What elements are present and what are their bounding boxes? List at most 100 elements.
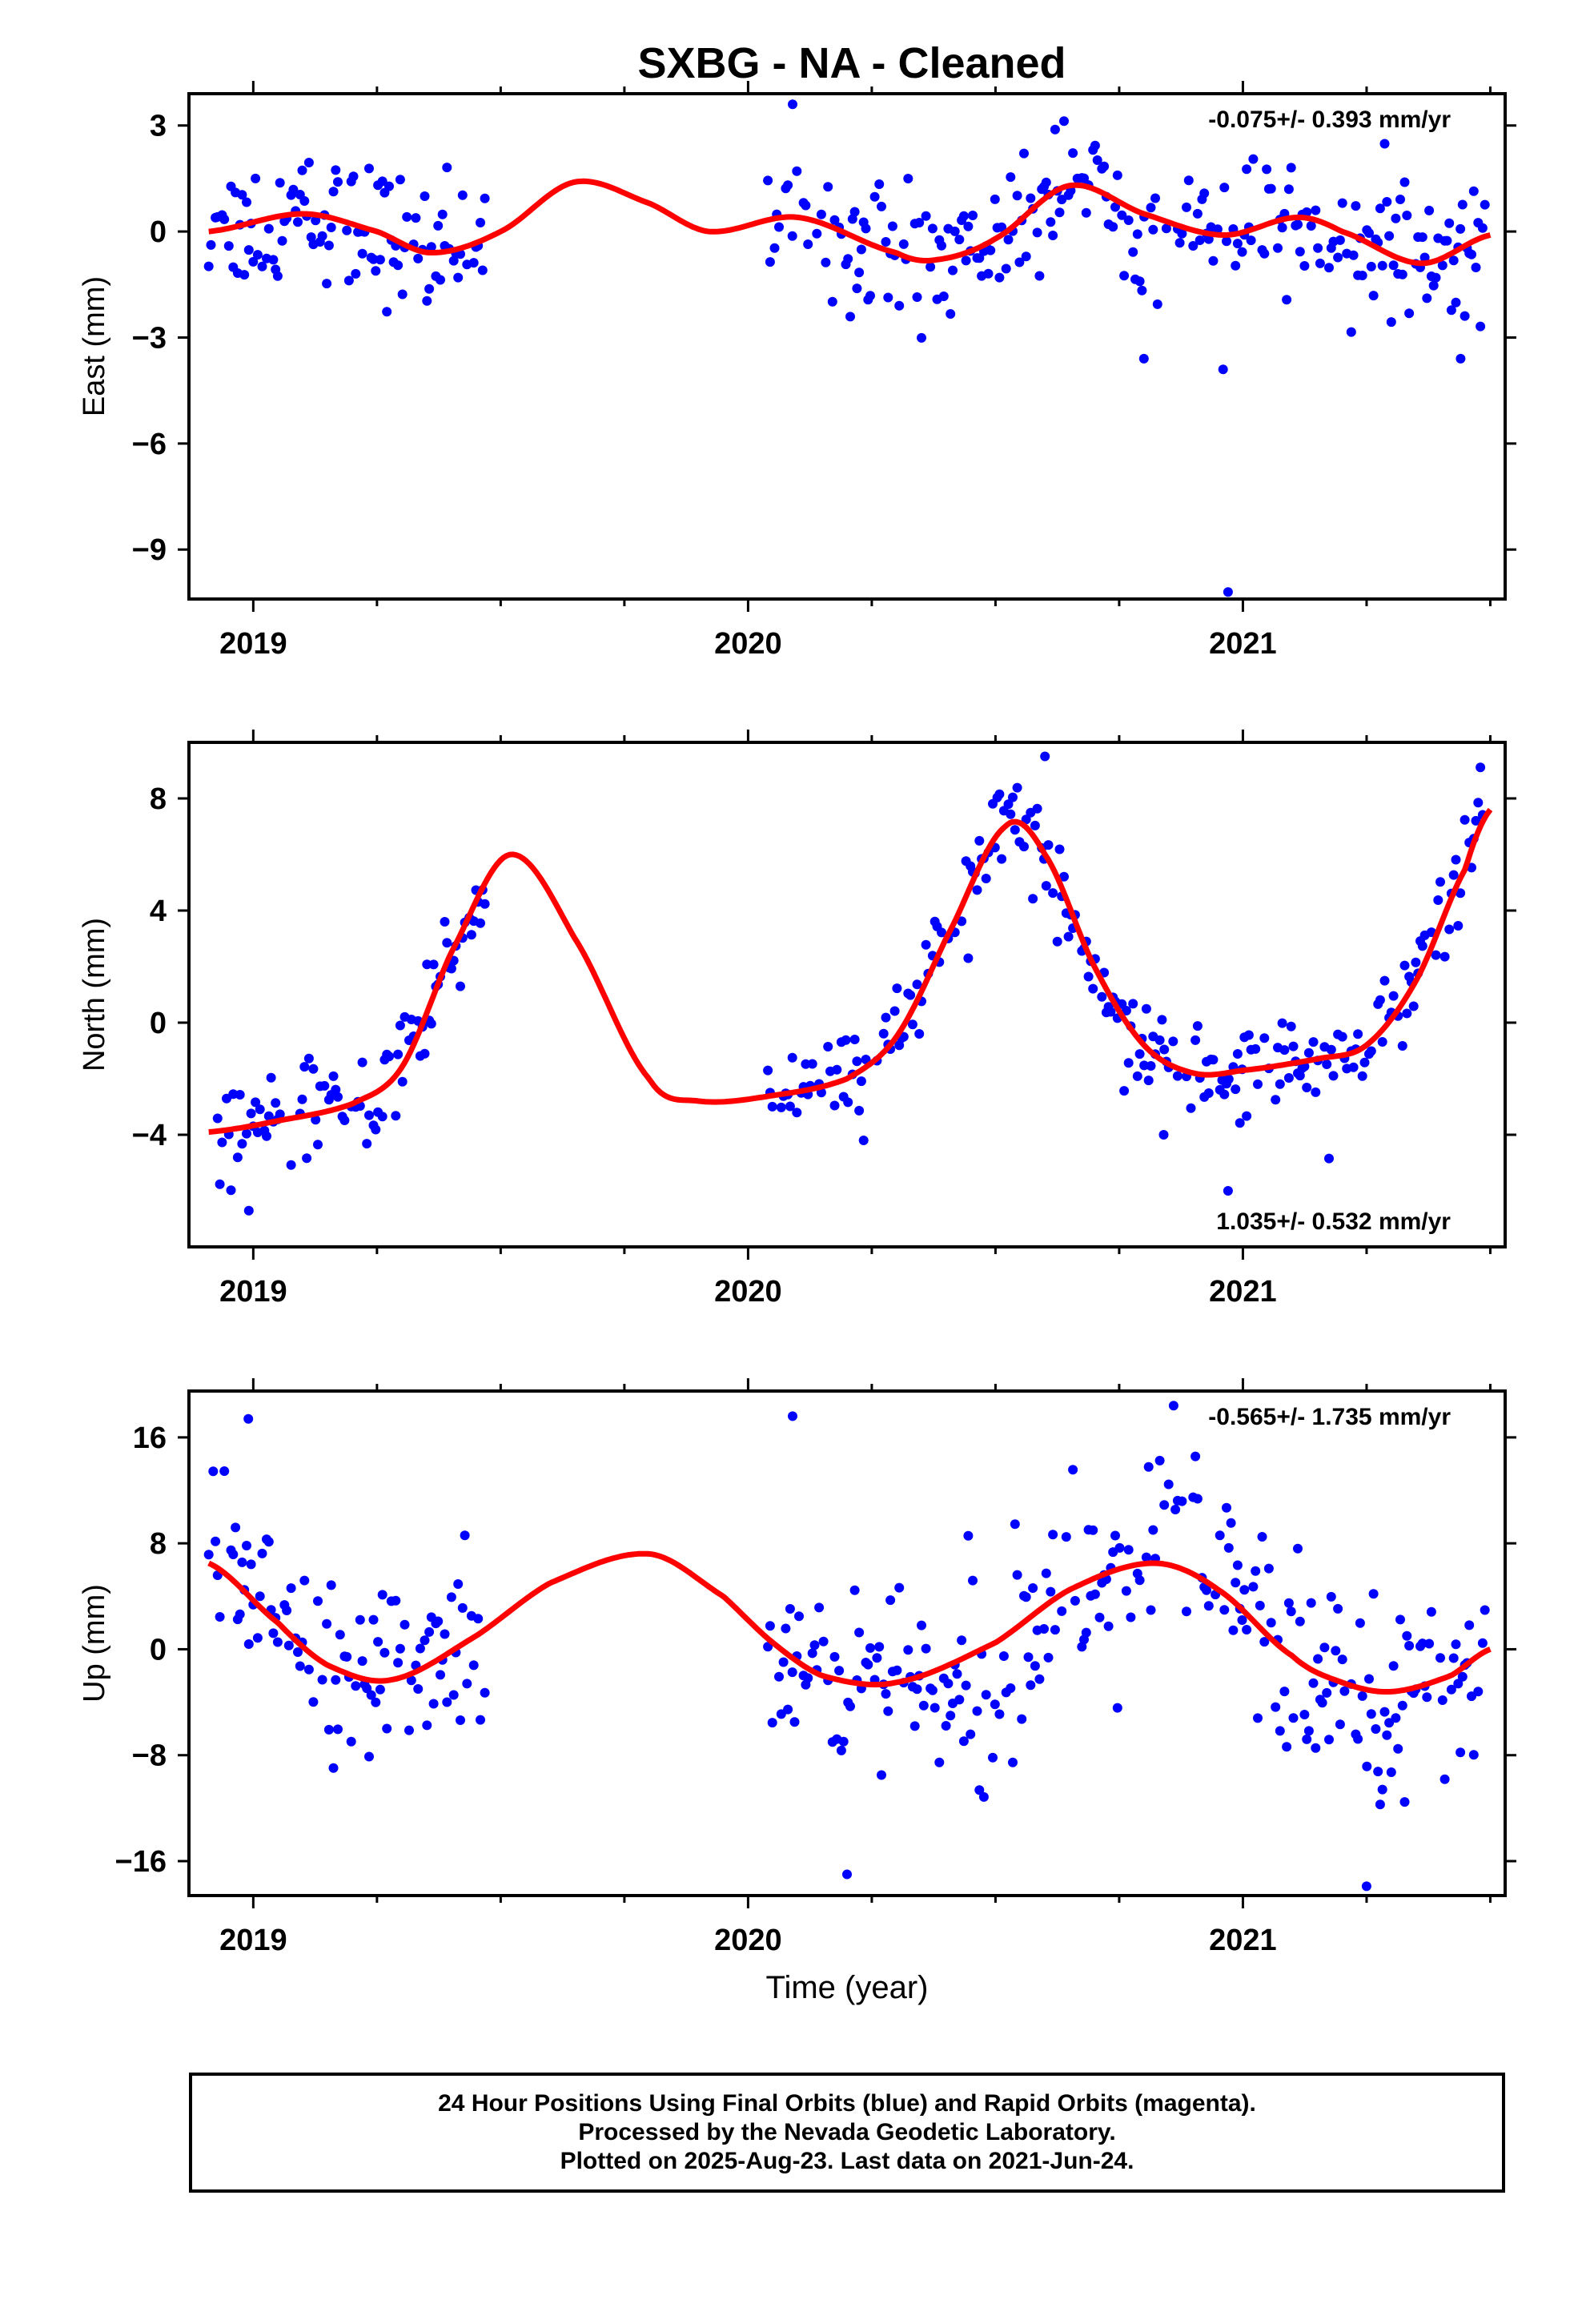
data-point: [351, 1681, 361, 1691]
data-point: [1328, 1071, 1339, 1081]
data-point: [1034, 1674, 1045, 1684]
data-point: [974, 1785, 985, 1795]
data-point: [1324, 263, 1334, 273]
data-point: [364, 1751, 374, 1762]
data-point: [938, 292, 949, 301]
data-point: [473, 1614, 484, 1624]
data-point: [1277, 223, 1287, 233]
data-point: [994, 1709, 1005, 1719]
data-point: [998, 1651, 1009, 1661]
data-point: [1468, 1750, 1479, 1760]
data-point: [912, 1684, 922, 1695]
outlier-point: [1223, 587, 1233, 597]
y-axis-label: East (mm): [78, 276, 111, 416]
data-point: [1379, 1707, 1390, 1717]
data-point: [1286, 1606, 1296, 1617]
data-point: [364, 1110, 374, 1120]
data-point: [845, 312, 855, 322]
data-point: [917, 332, 926, 343]
data-point: [1424, 1638, 1435, 1649]
data-point: [1451, 1639, 1461, 1650]
data-point: [252, 250, 263, 260]
data-point: [785, 1101, 795, 1112]
data-point: [1335, 235, 1345, 245]
y-tick-label: 4: [150, 895, 167, 928]
data-point: [1012, 1570, 1022, 1580]
data-point: [1061, 1532, 1071, 1542]
data-point: [836, 1745, 846, 1755]
data-point: [1253, 1079, 1263, 1089]
data-point: [1192, 208, 1203, 219]
data-point: [375, 255, 385, 265]
data-point: [1188, 241, 1199, 251]
data-point: [877, 1770, 886, 1780]
data-point: [231, 1522, 241, 1533]
data-point: [1286, 163, 1296, 173]
data-point: [914, 1029, 925, 1039]
data-point: [1248, 1582, 1259, 1592]
data-point: [277, 235, 287, 246]
y-tick-label: −8: [132, 1739, 167, 1773]
data-point: [1275, 1079, 1285, 1089]
data-point: [954, 235, 965, 245]
data-point: [1399, 960, 1410, 971]
data-point: [446, 963, 456, 974]
data-point: [446, 1592, 456, 1602]
data-point: [442, 163, 452, 173]
data-point: [1177, 228, 1187, 239]
data-point: [1030, 820, 1040, 830]
data-points: [212, 751, 1488, 1216]
fit-curve: [208, 807, 1493, 1135]
data-point: [854, 1627, 865, 1638]
data-point: [1083, 971, 1094, 982]
data-point: [303, 1664, 314, 1675]
data-point: [814, 1602, 825, 1613]
data-point: [847, 214, 857, 224]
data-point: [1279, 1687, 1290, 1697]
data-point: [1048, 888, 1058, 899]
data-point: [978, 1791, 989, 1802]
panel-east: 3 0 −3 −6 −9 2019 2020 2021 East (mm) -0.075+/- 0…: [78, 81, 1516, 661]
data-point: [476, 218, 485, 227]
data-point: [1357, 1071, 1367, 1081]
data-point: [801, 200, 811, 211]
data-point: [1203, 1601, 1214, 1611]
data-point: [1379, 139, 1390, 149]
data-point: [248, 256, 259, 267]
data-point: [373, 1637, 383, 1647]
data-point: [413, 253, 424, 263]
data-point: [1456, 223, 1466, 234]
data-point: [1426, 1606, 1436, 1617]
y-tick-label: 3: [150, 110, 167, 143]
data-point: [1242, 1111, 1252, 1121]
data-point: [286, 1160, 296, 1170]
data-point: [1460, 814, 1470, 825]
y-tick-label: 16: [133, 1421, 167, 1455]
data-point: [990, 1699, 1000, 1710]
data-point: [845, 1701, 855, 1711]
data-point: [1375, 203, 1385, 214]
data-point: [1471, 815, 1481, 826]
data-point: [1417, 941, 1427, 951]
data-point: [878, 1028, 889, 1039]
data-point: [968, 211, 978, 220]
data-point: [816, 209, 826, 219]
data-point: [1119, 1086, 1130, 1096]
data-point: [1242, 1625, 1252, 1634]
data-point: [323, 240, 334, 251]
data-point: [1395, 195, 1405, 204]
data-point: [1222, 1502, 1231, 1513]
data-point: [468, 1660, 479, 1671]
data-point: [1288, 1713, 1299, 1723]
data-point: [1477, 223, 1488, 233]
data-point: [1092, 155, 1102, 165]
data-point: [1090, 1589, 1100, 1599]
data-point: [1030, 1661, 1040, 1671]
data-point: [1026, 1680, 1036, 1691]
data-point: [903, 1645, 913, 1655]
data-point: [1203, 1088, 1214, 1098]
data-point: [422, 1720, 432, 1731]
data-point: [1172, 1071, 1182, 1081]
data-point: [331, 1084, 341, 1095]
data-point: [1451, 297, 1461, 308]
